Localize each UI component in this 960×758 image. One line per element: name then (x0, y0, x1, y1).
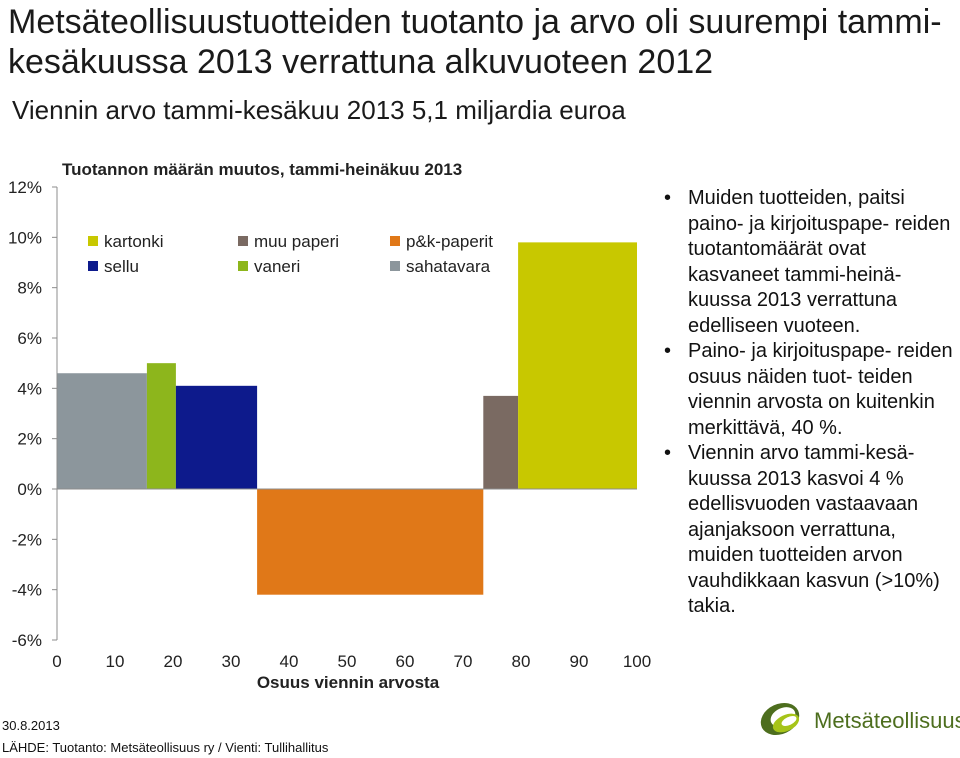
x-tick-label: 20 (164, 652, 183, 671)
legend-label: muu paperi (254, 232, 339, 251)
y-tick-label: 8% (17, 279, 42, 298)
bar-muu-paperi (483, 395, 519, 489)
legend-label: vaneri (254, 257, 300, 276)
legend-swatch (238, 261, 248, 271)
legend-item: kartonki (88, 232, 164, 251)
x-tick-label: 40 (280, 652, 299, 671)
y-tick-label: 10% (8, 228, 42, 247)
legend-swatch (238, 236, 248, 246)
x-tick-label: 30 (222, 652, 241, 671)
page-subtitle: Viennin arvo tammi-kesäkuu 2013 5,1 milj… (12, 95, 626, 125)
y-tick-label: -4% (12, 581, 42, 600)
y-tick-label: 6% (17, 329, 42, 348)
bar-p-k-paperit (257, 489, 484, 595)
legend-item: sahatavara (390, 257, 491, 276)
y-tick-label: -2% (12, 530, 42, 549)
legend-label: sahatavara (406, 257, 491, 276)
legend-label: sellu (104, 257, 139, 276)
legend-swatch (390, 236, 400, 246)
logo-wordmark: Metsäteollisuus (814, 708, 960, 733)
legend-item: vaneri (238, 257, 300, 276)
footer-date: 30.8.2013 (2, 718, 60, 733)
x-tick-label: 60 (396, 652, 415, 671)
x-tick-label: 0 (52, 652, 61, 671)
leaf-logo-icon (760, 702, 800, 736)
y-tick-label: 2% (17, 430, 42, 449)
bar-sellu (175, 385, 258, 489)
legend-label: p&k-paperit (406, 232, 493, 251)
bar-vaneri (146, 363, 176, 489)
x-tick-label: 90 (570, 652, 589, 671)
legend-item: sellu (88, 257, 139, 276)
commentary-list: • Muiden tuotteiden, paitsi paino- ja kir… (660, 186, 956, 620)
y-tick-label: -6% (12, 631, 42, 650)
y-tick-label: 4% (17, 379, 42, 398)
commentary-item: • Paino- ja kirjoituspape- reiden osuus n… (664, 340, 953, 439)
x-tick-label: 10 (106, 652, 125, 671)
legend-label: kartonki (104, 232, 164, 251)
legend-swatch (88, 261, 98, 271)
commentary-item: • Muiden tuotteiden, paitsi paino- ja kir… (664, 187, 951, 337)
y-tick-label: 12% (8, 178, 42, 197)
x-tick-label: 70 (454, 652, 473, 671)
legend-item: muu paperi (238, 232, 339, 251)
y-tick-label: 0% (17, 480, 42, 499)
metsateollisuus-logo: Metsäteollisuus (756, 699, 960, 743)
x-axis-title: Osuus viennin arvosta (257, 673, 440, 692)
legend-item: p&k-paperit (390, 232, 493, 251)
x-tick-label: 50 (338, 652, 357, 671)
x-tick-label: 80 (512, 652, 531, 671)
legend-swatch (88, 236, 98, 246)
legend-swatch (390, 261, 400, 271)
x-tick-label: 100 (623, 652, 651, 671)
bar-sahatavara (57, 373, 147, 489)
page-title: Metsäteollisuustuotteiden tuotanto ja ar… (8, 3, 942, 81)
bar-kartonki (518, 242, 637, 489)
chart-title: Tuotannon määrän muutos, tammi-heinäkuu … (62, 160, 462, 179)
commentary-item: • Viennin arvo tammi-kesä- kuussa 2013 ka… (664, 442, 940, 617)
production-change-chart: 12% 10% 8% 6% 4% 2% 0% -2% -4% -6% 0 10 20 30 40 50 60 7… (8, 160, 651, 692)
footer-source: LÄHDE: Tuotanto: Metsäteollisuus ry / Vi… (2, 740, 329, 755)
